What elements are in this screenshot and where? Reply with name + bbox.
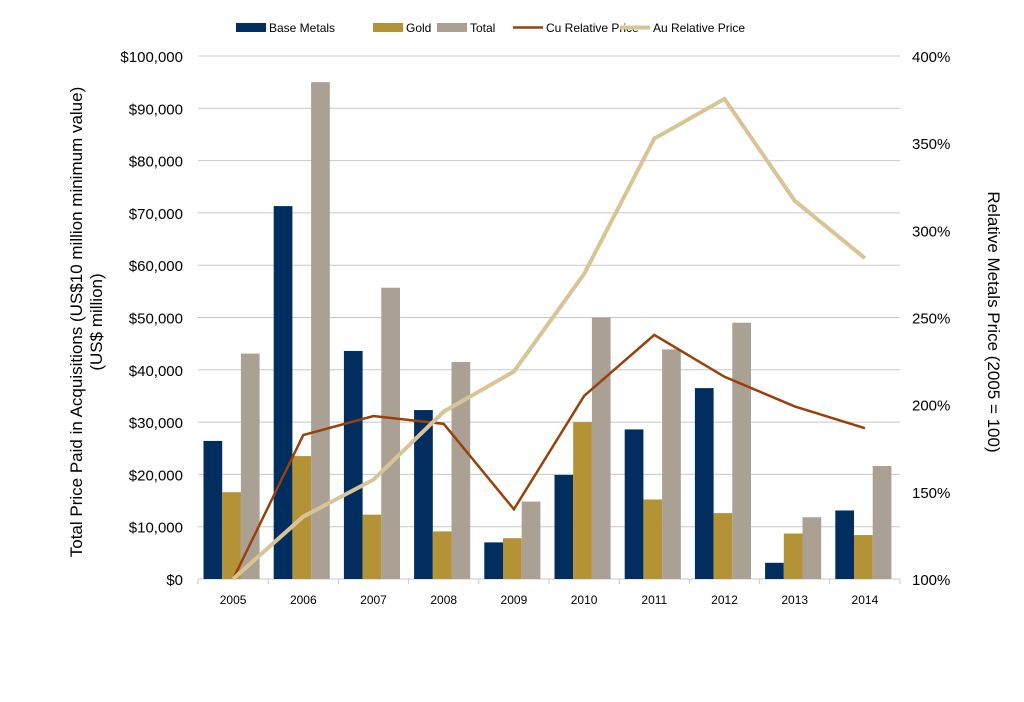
bar-total: [240, 353, 260, 579]
bar-base-metals: [414, 410, 433, 579]
y2-tick-label: 400%: [912, 49, 950, 66]
legend-label-au-relative-price: Au Relative Price: [653, 21, 745, 35]
bar-total: [451, 361, 471, 579]
legend-label-cu-relative-price: Cu Relative Price: [546, 21, 639, 35]
y-tick-label: $70,000: [129, 206, 183, 223]
bar-total: [662, 349, 681, 579]
line-au-relative-price: [231, 96, 867, 581]
y2-tick-label: 100%: [912, 572, 950, 589]
bar-base-metals: [343, 350, 363, 579]
y2-tick-label: 250%: [912, 311, 950, 328]
bar-gold: [503, 538, 522, 579]
bar-base-metals: [203, 440, 223, 579]
bar-gold: [643, 499, 663, 579]
y2-tick-label: 150%: [912, 485, 950, 502]
bar-total: [732, 322, 751, 579]
bar-base-metals: [624, 429, 644, 579]
x-tick-label: 2014: [852, 593, 879, 607]
y2-tick-label: 350%: [912, 136, 950, 153]
bar-gold: [783, 533, 803, 579]
y2-tick-label: 300%: [912, 223, 950, 240]
y-tick-label: $50,000: [129, 311, 183, 328]
y2-axis-title: Relative Metals Price (2005 = 100): [984, 191, 1003, 452]
legend-swatch-gold: [373, 23, 403, 32]
y-tick-label: $60,000: [129, 258, 183, 275]
bar-total: [381, 287, 400, 579]
y-tick-label: $0: [166, 572, 183, 589]
bar-total: [311, 82, 330, 580]
bar-base-metals: [835, 510, 854, 579]
x-tick-label: 2010: [571, 593, 598, 607]
bar-gold: [854, 535, 873, 579]
bar-gold: [573, 422, 592, 579]
x-tick-label: 2006: [290, 593, 317, 607]
bar-gold: [713, 513, 733, 579]
line-cu-relative-price: [231, 333, 866, 580]
y-tick-label: $30,000: [129, 415, 183, 432]
legend-swatch-total: [437, 23, 467, 32]
y2-tick-label: 200%: [912, 398, 950, 415]
bar-total: [521, 501, 541, 579]
x-tick-label: 2012: [711, 593, 738, 607]
bar-base-metals: [694, 388, 714, 579]
legend-label-gold: Gold: [406, 21, 431, 35]
x-tick-label: 2009: [501, 593, 528, 607]
y-tick-label: $100,000: [120, 49, 183, 66]
legend-label-total: Total: [470, 21, 495, 35]
x-tick-label: 2007: [360, 593, 387, 607]
bar-base-metals: [273, 206, 293, 579]
bar-total: [872, 466, 892, 579]
y-tick-label: $20,000: [129, 467, 183, 484]
y-tick-label: $10,000: [129, 520, 183, 537]
y-axis-title: Total Price Paid in Acquisitions (US$10 …: [67, 87, 106, 558]
x-tick-label: 2011: [641, 593, 667, 607]
bar-gold: [222, 492, 241, 579]
legend-label-base-metals: Base Metals: [269, 21, 335, 35]
bar-base-metals: [554, 474, 574, 579]
bar-base-metals: [484, 542, 503, 579]
bar-gold: [362, 514, 382, 579]
bar-total: [802, 517, 822, 579]
x-tick-label: 2008: [430, 593, 457, 607]
y-tick-label: $80,000: [129, 154, 183, 171]
bar-base-metals: [765, 562, 784, 579]
y-axis-title-line: (US$ million): [87, 273, 106, 370]
x-tick-label: 2005: [220, 593, 247, 607]
legend-swatch-base-metals: [236, 23, 266, 32]
y-axis-title-line: Total Price Paid in Acquisitions (US$10 …: [67, 87, 86, 558]
x-tick-label: 2013: [781, 593, 808, 607]
bar-total: [591, 317, 611, 579]
bar-gold: [432, 531, 452, 579]
y-tick-label: $40,000: [129, 363, 183, 380]
y-tick-label: $90,000: [129, 101, 183, 118]
